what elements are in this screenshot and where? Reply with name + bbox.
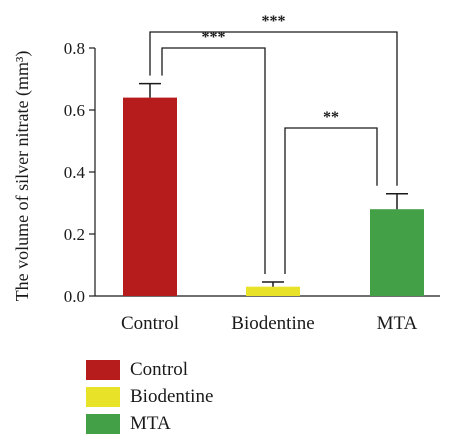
x-tick-label-mta: MTA: [377, 313, 418, 334]
significance-bracket: [284, 127, 378, 275]
legend-swatch-biodentine: [86, 387, 120, 407]
significance-bracket: [161, 47, 266, 275]
y-tick-label: 0.4: [64, 163, 86, 182]
significance-bracket: [149, 31, 398, 186]
legend: Control Biodentine MTA: [86, 358, 213, 439]
y-axis-label: The volume of silver nitrate (mm³): [12, 51, 33, 302]
legend-swatch-control: [86, 360, 120, 380]
y-tick-label: 0.2: [64, 225, 85, 244]
x-tick-label-biodentine: Biodentine: [231, 313, 314, 334]
y-tick-label: 0.6: [64, 101, 85, 120]
legend-label-mta: MTA: [130, 413, 171, 434]
legend-label-biodentine: Biodentine: [130, 386, 214, 407]
bar-mta: [370, 209, 424, 296]
legend-item-control: Control: [86, 358, 213, 382]
y-tick-label: 0.0: [64, 287, 85, 306]
bar-biodentine: [246, 286, 300, 296]
significance-label: ***: [202, 29, 226, 46]
legend-item-mta: MTA: [86, 412, 213, 436]
significance-label: ***: [262, 13, 286, 30]
x-tick-label-control: Control: [121, 313, 179, 334]
significance-label: **: [323, 109, 339, 126]
legend-label-control: Control: [130, 359, 189, 380]
legend-item-biodentine: Biodentine: [86, 385, 213, 409]
legend-swatch-mta: [86, 414, 120, 434]
y-tick-label: 0.8: [64, 39, 85, 58]
bar-control: [123, 97, 177, 296]
